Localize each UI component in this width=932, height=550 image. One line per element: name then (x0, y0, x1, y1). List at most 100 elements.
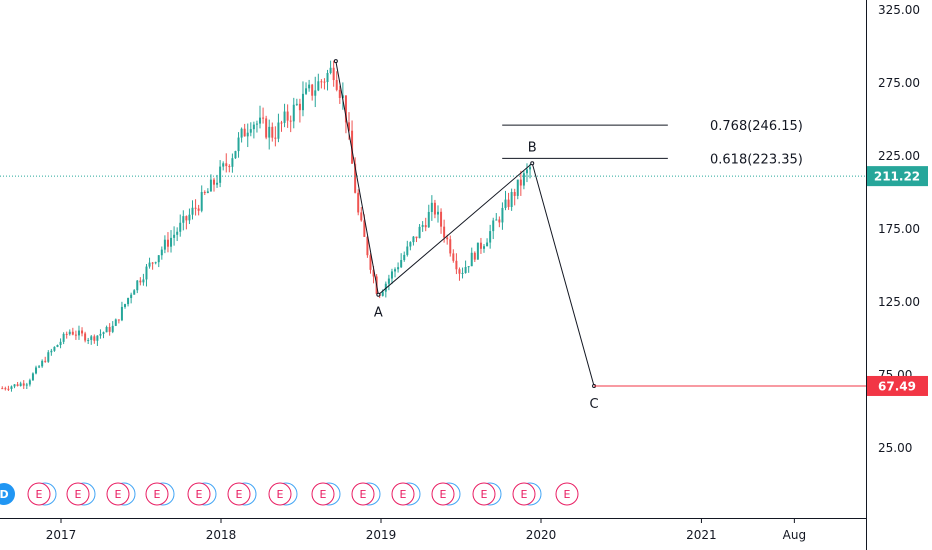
candle-body (424, 225, 427, 228)
candle-body (160, 249, 163, 256)
candle-body (394, 269, 397, 272)
candle-body (25, 384, 28, 386)
candle-body (476, 242, 479, 260)
candle-body (145, 266, 148, 280)
candle-body (231, 158, 234, 167)
candle-body (237, 137, 240, 152)
candle-body (176, 231, 179, 235)
candle-body (243, 128, 246, 137)
current-price-tag-label: 211.22 (874, 170, 920, 184)
candle-body (510, 192, 513, 207)
candle-body (28, 380, 31, 385)
earnings-event-icon (268, 482, 292, 506)
candle-body (483, 246, 486, 249)
candle-body (449, 239, 452, 254)
candle-body (461, 272, 464, 274)
dividend-event-icon (0, 483, 15, 505)
candle-body (280, 122, 283, 124)
wave-path (335, 61, 595, 387)
candle-body (314, 90, 317, 96)
candle-body (268, 126, 271, 138)
candle-body (41, 360, 44, 367)
candle-body (458, 269, 461, 274)
candle-body (4, 388, 7, 390)
candle-body (323, 81, 326, 83)
candle-body (142, 279, 145, 283)
candle-body (68, 331, 71, 335)
earnings-event-icon (106, 482, 130, 506)
candle-body (351, 130, 354, 164)
candle-body (286, 111, 289, 121)
candle-body (173, 234, 176, 238)
earnings-event-label: E (236, 488, 243, 501)
candle-body (111, 325, 114, 332)
earnings-event-icon (391, 482, 415, 506)
candle-body (516, 179, 519, 196)
candle-body (35, 367, 38, 374)
candle-body (222, 163, 225, 167)
candle-body (157, 255, 160, 263)
earnings-event-label: E (320, 488, 327, 501)
candle-body (433, 202, 436, 215)
candle-body (81, 330, 84, 334)
candle-body (504, 199, 507, 208)
candle-body (397, 267, 400, 270)
candle-body (440, 211, 443, 227)
candle-body (90, 336, 93, 340)
candle-body (403, 254, 406, 261)
candle-body (427, 211, 430, 228)
earnings-event-icon (311, 482, 335, 506)
candle-body (464, 267, 467, 273)
earnings-event-label: E (75, 488, 82, 501)
candle-body (148, 262, 151, 267)
candle-body (354, 163, 357, 193)
wave-point (530, 161, 535, 166)
candle-body (105, 326, 108, 333)
candle-body (259, 117, 262, 124)
candle-body (163, 239, 166, 250)
candle-body (348, 122, 350, 131)
candle-body (344, 95, 347, 123)
earnings-event-label: E (360, 488, 367, 501)
candle-body (357, 192, 360, 213)
candle-body (274, 137, 277, 139)
candle-body (185, 216, 188, 221)
candle-body (234, 151, 237, 159)
candle-body (84, 333, 87, 341)
wave-point (333, 59, 338, 64)
candle-body (513, 192, 516, 196)
candle-body (311, 84, 314, 96)
fib-level-label: 0.768(246.15) (710, 119, 803, 134)
candle-body (151, 262, 154, 264)
earnings-event-icon (187, 482, 211, 506)
earnings-event-label: E (277, 488, 284, 501)
earnings-event-icon (27, 482, 51, 506)
candle-body (246, 132, 249, 137)
candle-body (219, 166, 222, 183)
candle-body (166, 239, 169, 247)
earnings-event-label: E (196, 488, 203, 501)
candle-body (56, 344, 59, 347)
candle-body (136, 280, 139, 291)
candle-body (228, 166, 231, 168)
candle-body (390, 271, 393, 279)
candle-body (277, 122, 280, 139)
earnings-event-label: E (115, 488, 122, 501)
candle-body (332, 67, 335, 81)
candle-body (252, 124, 255, 130)
candle-body (191, 207, 194, 215)
candle-body (473, 252, 476, 260)
candle-body (489, 231, 492, 243)
candle-body (406, 246, 409, 255)
candle-body (262, 117, 265, 119)
target-price-tag (867, 375, 928, 396)
candle-body (418, 226, 421, 239)
earnings-event-icon (66, 482, 90, 506)
current-price-tag (867, 166, 928, 187)
candle-body (206, 191, 209, 194)
candle-body (65, 333, 68, 335)
candle-body (295, 103, 298, 105)
candle-body (71, 331, 74, 335)
